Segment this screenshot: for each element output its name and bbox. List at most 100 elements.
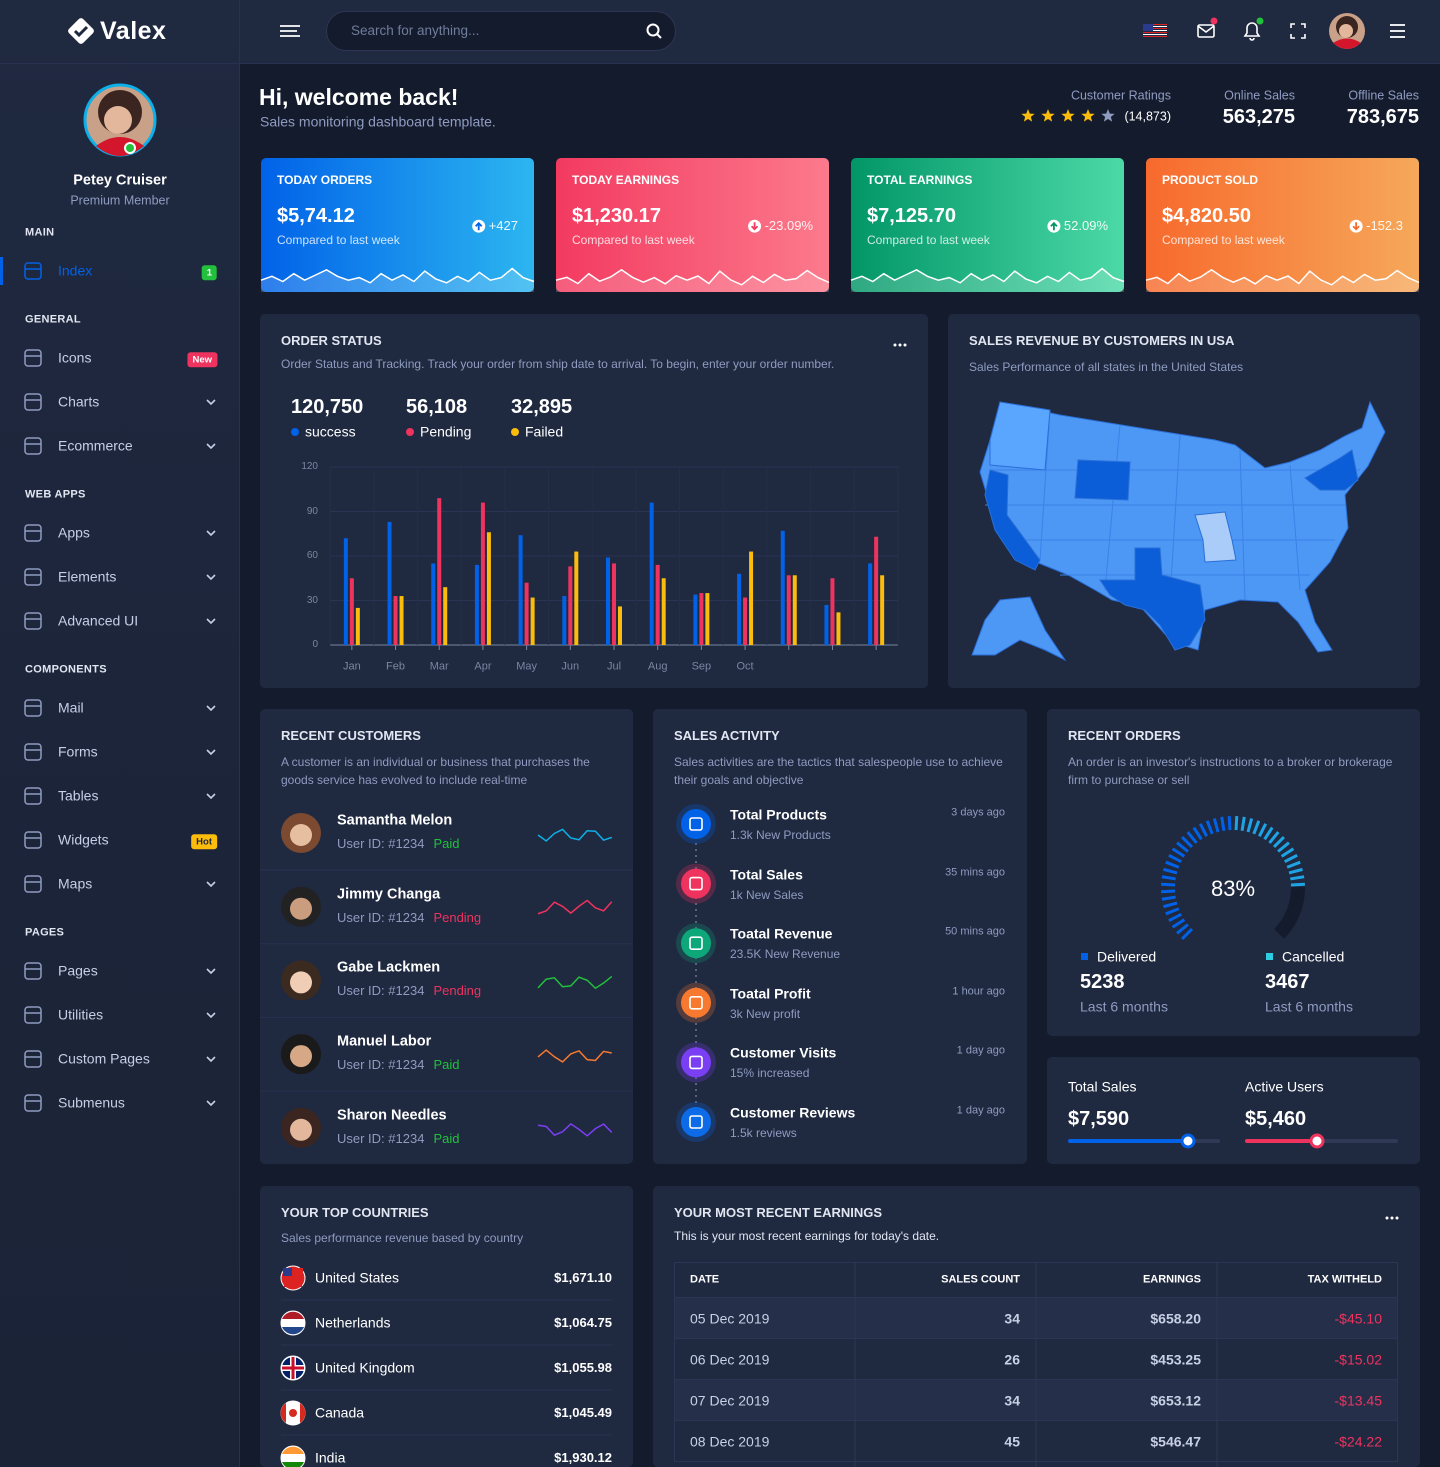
menu-icon [24, 262, 42, 280]
menu-label[interactable]: Submenus [58, 1094, 125, 1111]
order-label: Delivered [1097, 948, 1157, 965]
ratings-count: (14,873) [1124, 109, 1171, 124]
gauge-tick [1220, 816, 1226, 831]
customer-id: User ID: #1234 [337, 1131, 425, 1146]
menu-label[interactable]: Charts [58, 393, 100, 410]
card-title: YOUR TOP COUNTRIES [281, 1205, 429, 1221]
options-dot [1390, 1216, 1394, 1220]
stat-note: Compared to last week [867, 232, 990, 247]
search-box[interactable] [326, 11, 676, 51]
state-wa-or [989, 401, 1051, 471]
gauge-tick [1212, 818, 1220, 833]
gauge-tick [1176, 841, 1189, 853]
menu-label[interactable]: Advanced UI [58, 612, 139, 629]
menu-label[interactable]: Pages [58, 962, 98, 979]
gauge-tick [1198, 823, 1209, 838]
menu-label[interactable]: Custom Pages [58, 1050, 150, 1067]
rating-star [1081, 109, 1095, 122]
gauge-tick [1263, 826, 1274, 841]
bar [749, 551, 754, 645]
stat-card [1146, 158, 1419, 292]
table-cell: -$24.22 [1334, 1433, 1382, 1450]
gauge-tick [1171, 918, 1186, 929]
menu-label[interactable]: Tables [58, 787, 99, 804]
menu-label[interactable]: Forms [58, 743, 98, 760]
activity-icon [681, 1107, 711, 1137]
bar [530, 597, 535, 645]
customer-name: Samantha Melon [337, 812, 453, 829]
activity-detail: 1k New Sales [730, 887, 804, 902]
bell-icon [1243, 22, 1261, 41]
menu-label[interactable]: Utilities [58, 1006, 104, 1023]
chevron [206, 705, 216, 712]
total-value: $5,460 [1245, 1108, 1307, 1130]
stat-sparkline-area [851, 268, 1124, 292]
section-title: MAIN [25, 226, 55, 239]
stat-sparkline-area [556, 269, 829, 292]
column-header: TAX WITHELD [1307, 1273, 1382, 1286]
sales-activity-card [653, 709, 1027, 1164]
customer-meta: User ID: #1234 Pending [337, 910, 481, 926]
chevron [206, 1056, 216, 1063]
customer-status: Pending [433, 983, 482, 999]
activity-time: 1 hour ago [952, 985, 1005, 998]
search-placeholder[interactable]: Search for anything... [351, 22, 480, 38]
customer-face [290, 971, 312, 994]
stat-note: Compared to last week [1162, 232, 1285, 247]
totals-card [1047, 1057, 1420, 1164]
customer-status: Paid [433, 836, 460, 852]
chevron [206, 530, 216, 537]
offline-sales-label: Offline Sales [1348, 88, 1419, 103]
activity-title: Toatal Revenue [730, 925, 833, 942]
gauge-tick [1165, 860, 1180, 869]
bar [568, 566, 573, 645]
table-cell: 34 [1004, 1310, 1020, 1327]
menu-label[interactable]: Icons [58, 349, 92, 366]
menu-label[interactable]: Index [58, 262, 93, 279]
card-subtitle: Sales performance revenue based by count… [281, 1230, 524, 1245]
state-wy [1074, 459, 1131, 501]
bar [443, 587, 448, 645]
state-border [1289, 464, 1301, 591]
customer-id: User ID: #1234 [337, 909, 425, 925]
customer-face [290, 824, 312, 846]
stat-card [556, 158, 829, 292]
customer-face [290, 1045, 312, 1068]
menu-label[interactable]: Widgets [58, 831, 109, 848]
mail-icon [1197, 24, 1215, 38]
gauge-tick [1165, 907, 1180, 916]
change-arrow [1047, 219, 1061, 233]
stat-title: TOTAL EARNINGS [867, 172, 973, 187]
menu-label[interactable]: Apps [58, 524, 90, 541]
state-ca [984, 469, 1041, 571]
chevron [206, 881, 216, 888]
menu-label[interactable]: Elements [58, 568, 117, 585]
y-tick-label: 60 [306, 550, 318, 561]
activity-glyph [689, 876, 703, 891]
online-dot [124, 142, 136, 154]
gauge-tick [1161, 875, 1176, 881]
customer-name: Jimmy Changa [337, 885, 441, 902]
customer-meta: User ID: #1234 Paid [337, 1057, 459, 1073]
gauge-tick [1283, 853, 1298, 864]
menu-label[interactable]: Mail [58, 699, 84, 716]
state-border [1169, 434, 1181, 601]
bar [486, 532, 491, 645]
order-value: 3467 [1265, 971, 1310, 993]
flag-stripe [1143, 26, 1167, 27]
y-tick-label: 30 [306, 594, 318, 606]
activity-icon [681, 868, 711, 899]
header-avatar-shirt [1333, 38, 1361, 49]
menu-label[interactable]: Ecommerce [58, 437, 133, 454]
table-cell: -$45.10 [1334, 1310, 1382, 1327]
menu-icon [24, 787, 42, 805]
bar [437, 498, 442, 645]
bar [693, 594, 698, 645]
order-label: Cancelled [1282, 948, 1345, 965]
country-name: India [315, 1449, 346, 1466]
bar [661, 578, 666, 645]
change-value: 52.09% [1063, 218, 1108, 234]
bar [737, 573, 742, 645]
menu-label[interactable]: Maps [58, 875, 93, 892]
